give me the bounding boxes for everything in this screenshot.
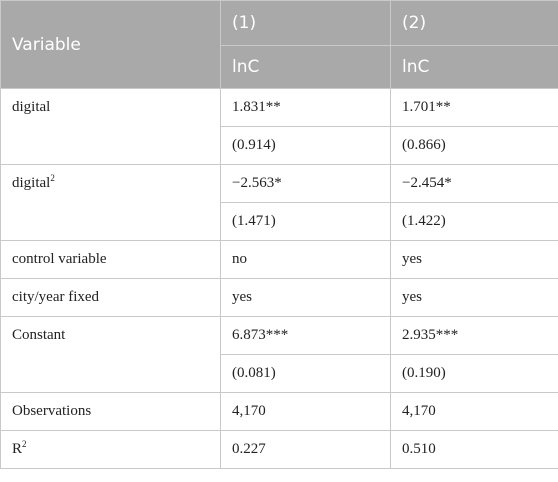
value-cell: yes	[220, 278, 391, 317]
se-cell: (0.866)	[390, 126, 558, 165]
table-row: control variable no yes	[0, 240, 558, 279]
table-row: (0.081) (0.190)	[1, 354, 558, 393]
row-label: Constant	[0, 316, 221, 393]
row-label: digital	[12, 175, 51, 191]
header-col2: (2)	[390, 0, 558, 46]
value-cell: 0.227	[220, 430, 391, 469]
table-row: digital 1.831** 1.701**	[0, 88, 558, 165]
header-row: Variable (1) (2)	[0, 0, 558, 89]
row-label: R	[12, 441, 23, 457]
header-dep2: lnC	[390, 45, 558, 89]
value-cell: yes	[390, 278, 558, 317]
table-row: (1.471) (1.422)	[1, 202, 558, 241]
coef-cell: 1.831**	[220, 88, 391, 127]
superscript: 2	[50, 173, 55, 183]
table-row: digital2 −2.563* −2.454*	[0, 164, 558, 241]
coef-cell: 1.701**	[390, 88, 558, 127]
regression-table: Variable (1) (2) lnC lnC digital 1.831**…	[0, 0, 558, 469]
row-label: Observations	[0, 392, 221, 431]
coef-cell: −2.563*	[220, 164, 391, 203]
value-cell: no	[220, 240, 391, 279]
table-row: Observations 4,170 4,170	[0, 392, 558, 431]
se-cell: (1.471)	[220, 202, 391, 241]
se-cell: (0.190)	[390, 354, 558, 393]
table-body: digital 1.831** 1.701** (0.914) (0.866) …	[0, 88, 558, 469]
row-label: digital	[0, 88, 221, 165]
header-col1: (1)	[220, 0, 391, 46]
table-header: Variable (1) (2) lnC lnC	[0, 0, 558, 89]
se-cell: (0.914)	[220, 126, 391, 165]
value-cell: 0.510	[390, 430, 558, 469]
row-label-cell: digital2	[0, 164, 221, 241]
se-cell: (0.081)	[220, 354, 391, 393]
table-row: (0.914) (0.866)	[1, 126, 558, 165]
se-cell: (1.422)	[390, 202, 558, 241]
row-label: city/year fixed	[0, 278, 221, 317]
coef-cell: −2.454*	[390, 164, 558, 203]
header-dep1: lnC	[220, 45, 391, 89]
header-variable: Variable	[0, 0, 221, 89]
value-cell: 4,170	[390, 392, 558, 431]
row-label-cell: R2	[0, 430, 221, 469]
coef-cell: 2.935***	[390, 316, 558, 355]
row-label: control variable	[0, 240, 221, 279]
table-row: city/year fixed yes yes	[0, 278, 558, 317]
value-cell: yes	[390, 240, 558, 279]
superscript: 2	[22, 439, 27, 449]
table-row: R2 0.227 0.510	[0, 430, 558, 469]
value-cell: 4,170	[220, 392, 391, 431]
coef-cell: 6.873***	[220, 316, 391, 355]
table-row: Constant 6.873*** 2.935***	[0, 316, 558, 393]
